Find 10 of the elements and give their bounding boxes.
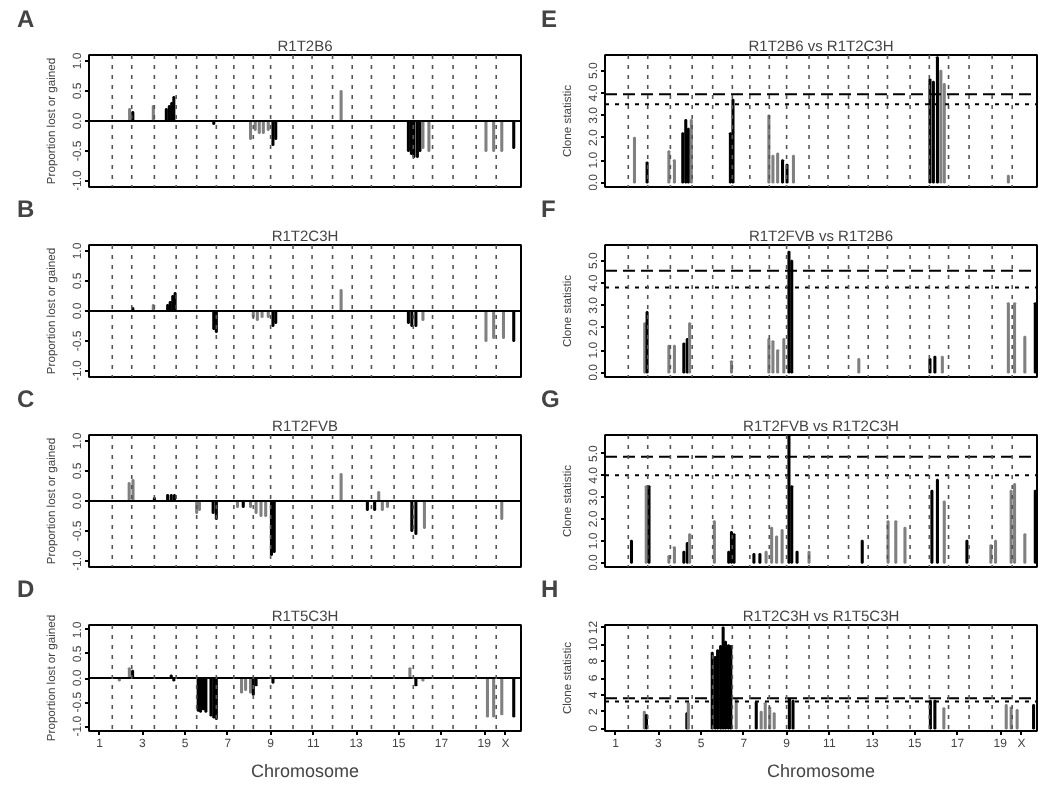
- text: D: [17, 575, 35, 603]
- text: A: [17, 5, 35, 33]
- text: G: [541, 385, 560, 413]
- text: F: [541, 195, 556, 223]
- text: C: [17, 385, 35, 413]
- x-axis-title: Chromosome: [766, 761, 876, 781]
- x-axis-title: Chromosome: [250, 761, 360, 781]
- text: E: [541, 5, 558, 33]
- text: H: [541, 575, 559, 603]
- text: B: [17, 195, 35, 223]
